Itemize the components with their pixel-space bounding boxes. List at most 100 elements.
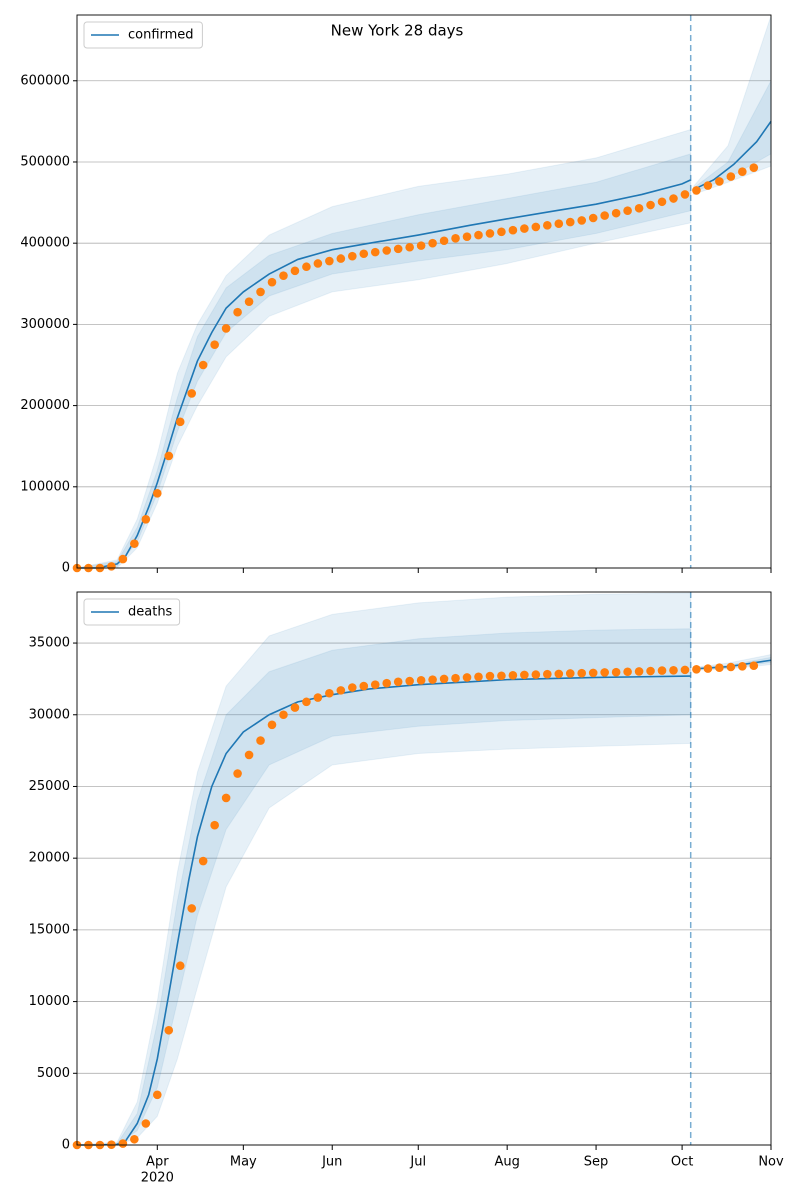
plot-area: [77, 15, 771, 568]
y-tick-label: 0: [62, 561, 70, 576]
y-tick-label: 200000: [20, 398, 70, 413]
observed-point: [233, 769, 242, 778]
axes-frame: [76, 14, 772, 569]
observed-point: [680, 665, 690, 675]
observed-point: [508, 225, 518, 235]
y-tick-label: 500000: [20, 154, 70, 169]
observed-point: [634, 667, 644, 676]
observed-point: [405, 676, 414, 686]
observed-point: [657, 197, 667, 207]
observed-point: [279, 710, 288, 720]
observed-point: [290, 266, 300, 276]
observed-point: [290, 703, 300, 712]
observed-point: [244, 750, 254, 760]
observed-point: [107, 562, 116, 571]
observed-point: [439, 236, 449, 246]
y-tick-label: 10000: [29, 994, 70, 1009]
observed-point: [313, 693, 323, 702]
observed-point: [623, 667, 632, 677]
observed-point: [244, 297, 254, 306]
observed-point: [348, 683, 357, 692]
y-tick-label: 5000: [37, 1066, 70, 1081]
observed-point: [497, 227, 506, 237]
observed-point: [152, 488, 162, 498]
y-tick-label: 30000: [29, 707, 70, 722]
observed-point: [565, 217, 575, 227]
x-tick-label: May: [230, 1155, 257, 1170]
observed-point: [118, 1139, 128, 1148]
observed-point: [726, 662, 736, 672]
observed-point: [348, 251, 357, 261]
observed-point: [256, 287, 265, 297]
observed-point: [325, 256, 334, 266]
legend-label: confirmed: [128, 28, 194, 43]
observed-point: [370, 247, 380, 257]
observed-point: [531, 222, 541, 232]
observed-point: [141, 514, 151, 524]
observed-point: [382, 246, 392, 255]
observed-point: [600, 668, 609, 677]
y-tick-label: 300000: [20, 317, 70, 332]
observed-point: [451, 234, 460, 243]
model-line: [77, 675, 691, 1146]
observed-point: [531, 670, 541, 679]
x-tick-label: Jun: [321, 1155, 342, 1170]
observed-point: [485, 229, 495, 238]
observed-point: [221, 793, 231, 803]
observed-point: [267, 277, 277, 287]
y-tick-label: 0: [62, 1138, 70, 1153]
observed-point: [520, 224, 529, 233]
observed-point: [164, 451, 174, 461]
observed-point: [428, 238, 437, 248]
observed-point: [669, 194, 678, 203]
observed-point: [325, 688, 334, 698]
legend-box: [83, 598, 181, 626]
observed-point: [474, 230, 483, 240]
observed-point: [141, 1119, 151, 1128]
observed-point: [393, 677, 403, 687]
observed-point: [210, 340, 219, 349]
observed-point: [405, 242, 414, 252]
observed-point: [359, 681, 369, 691]
observed-point: [703, 181, 713, 190]
observed-point: [646, 666, 655, 676]
observed-point: [646, 200, 655, 210]
observed-point: [313, 259, 323, 268]
observed-point: [577, 216, 587, 225]
observed-point: [715, 663, 724, 673]
x-tick-label: Sep: [584, 1155, 609, 1170]
observed-point: [451, 673, 460, 683]
y-tick-label: 25000: [29, 779, 70, 794]
observed-point: [439, 674, 449, 684]
x-tick-label: Jul: [409, 1155, 426, 1170]
observed-point: [692, 186, 701, 195]
observed-point: [520, 670, 529, 680]
observed-point: [221, 324, 231, 333]
observed-point: [336, 254, 346, 263]
x-tick-label: Nov: [758, 1155, 784, 1170]
observed-point: [416, 241, 426, 250]
observed-point: [738, 661, 747, 671]
observed-point: [279, 271, 288, 280]
observed-point: [623, 206, 632, 216]
observed-point: [543, 221, 552, 230]
y-tick-label: 100000: [20, 479, 70, 494]
confidence-band: [76, 592, 692, 1146]
y-tick-label: 600000: [20, 73, 70, 88]
observed-point: [210, 820, 219, 830]
confidence-band: [76, 628, 692, 1146]
legend-box: [83, 21, 203, 49]
x-tick-label: Aug: [494, 1155, 519, 1170]
legend-label: deaths: [128, 605, 173, 620]
observed-point: [462, 232, 472, 241]
observed-point: [462, 673, 472, 682]
observed-point: [152, 1090, 162, 1100]
observed-point: [749, 661, 759, 671]
observed-point: [726, 172, 736, 181]
observed-point: [669, 666, 678, 675]
observed-point: [703, 664, 713, 673]
observed-point: [634, 203, 644, 213]
x-year-label: 2020: [141, 1171, 174, 1186]
observed-point: [657, 666, 667, 675]
